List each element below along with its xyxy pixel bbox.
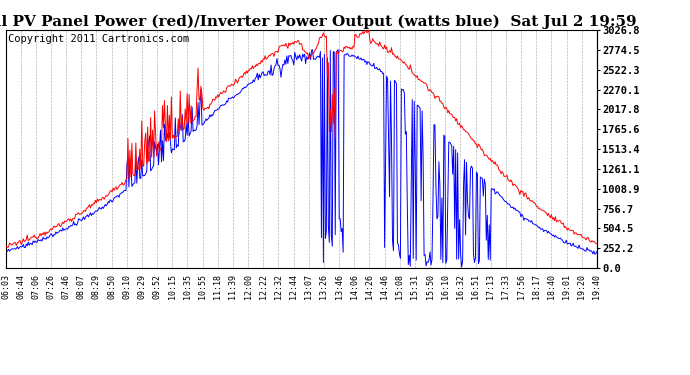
Text: Copyright 2011 Cartronics.com: Copyright 2011 Cartronics.com xyxy=(8,34,190,44)
Title: Total PV Panel Power (red)/Inverter Power Output (watts blue)  Sat Jul 2 19:59: Total PV Panel Power (red)/Inverter Powe… xyxy=(0,15,637,29)
